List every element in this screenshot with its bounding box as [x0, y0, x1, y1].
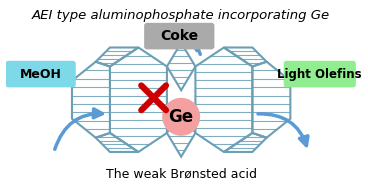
- FancyArrowPatch shape: [192, 42, 202, 54]
- FancyBboxPatch shape: [284, 61, 356, 87]
- Text: The weak Brønsted acid: The weak Brønsted acid: [106, 167, 256, 180]
- Text: MeOH: MeOH: [20, 68, 61, 81]
- Text: Light Olefins: Light Olefins: [277, 68, 362, 81]
- Text: Coke: Coke: [160, 29, 198, 43]
- FancyBboxPatch shape: [6, 61, 76, 87]
- FancyBboxPatch shape: [144, 23, 215, 49]
- Text: AEI type aluminophosphate incorporating Ge: AEI type aluminophosphate incorporating …: [32, 9, 330, 22]
- Text: Ge: Ge: [169, 108, 194, 126]
- Circle shape: [162, 98, 200, 136]
- FancyArrowPatch shape: [55, 109, 102, 149]
- FancyArrowPatch shape: [258, 114, 308, 146]
